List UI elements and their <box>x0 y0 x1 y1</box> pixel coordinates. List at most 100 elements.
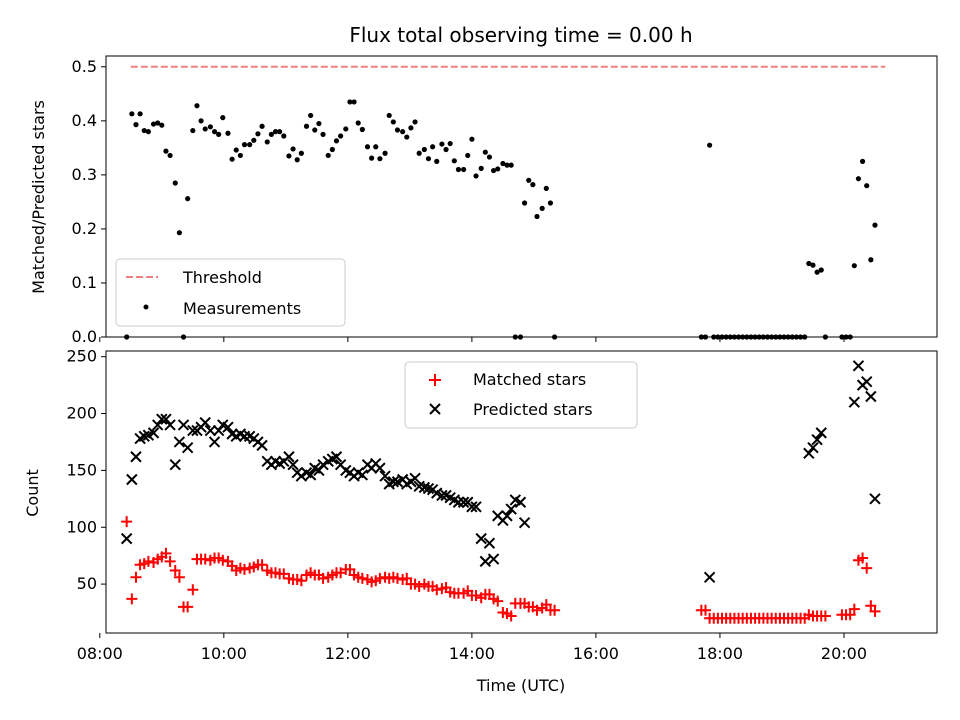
measurement-point <box>465 152 471 159</box>
matched-star-point <box>819 610 831 622</box>
count-y-axis-label: Count <box>23 469 42 517</box>
measurement-point <box>512 334 518 340</box>
measurements-legend-swatch <box>143 304 149 310</box>
predicted-star-point <box>374 462 386 474</box>
matched-star-point <box>199 553 211 565</box>
measurement-point <box>818 267 824 273</box>
measurement-point <box>864 183 870 189</box>
ratio-y-tick-label: 0.3 <box>72 165 97 184</box>
measurement-point <box>176 230 182 236</box>
matched-star-point <box>182 601 194 613</box>
measurement-point <box>530 182 536 188</box>
matched-star-point <box>121 516 133 528</box>
count-y-tick-label: 100 <box>66 517 97 536</box>
matched-star-point <box>492 595 504 607</box>
measurement-point <box>711 334 717 340</box>
count-legend-box <box>404 361 638 429</box>
measurement-point <box>277 129 283 135</box>
predicted-star-point <box>811 433 823 446</box>
count-y-tick-label: 50 <box>77 574 97 593</box>
predicted-star-point <box>861 375 873 388</box>
measurement-point <box>439 141 445 147</box>
count-x-tick-label: 12:00 <box>325 644 371 663</box>
matched-star-point <box>470 589 482 601</box>
measurement-point <box>225 130 231 136</box>
measurement-point <box>785 334 791 340</box>
predicted-star-point <box>204 424 217 437</box>
measurement-point <box>715 334 721 340</box>
matched-star-point <box>531 604 543 616</box>
measurement-point <box>702 334 709 340</box>
predicted-star-point <box>815 427 827 439</box>
matched-star-point <box>344 563 356 575</box>
measurement-point <box>408 125 414 131</box>
measurement-point <box>247 142 253 148</box>
predicted-star-point <box>803 447 815 460</box>
measurement-point <box>377 156 383 162</box>
predicted-star-point <box>238 430 251 442</box>
measurements-legend-label: Measurements <box>183 299 301 318</box>
predicted-star-point <box>436 489 448 502</box>
measurement-point <box>727 334 733 340</box>
measurement-point <box>167 152 173 159</box>
predicted-star-point <box>330 451 343 463</box>
measurement-point <box>141 127 147 134</box>
measurement-point <box>155 120 161 126</box>
measurement-point <box>847 334 853 340</box>
predicted-star-point <box>304 469 317 481</box>
measurement-point <box>298 150 304 156</box>
ratio-y-tick-label: 0.1 <box>72 273 97 292</box>
count-x-tick-label: 14:00 <box>449 644 495 663</box>
measurement-point <box>133 122 139 128</box>
measurement-point <box>517 334 524 340</box>
count-plot-frame <box>105 350 938 634</box>
matched-star-point <box>540 599 552 611</box>
matched-star-point <box>173 571 185 583</box>
predicted-star-point <box>120 532 133 545</box>
measurement-point <box>333 138 340 144</box>
predicted-star-point <box>487 553 500 565</box>
predicted-star-point <box>505 503 517 515</box>
measurement-point <box>760 334 766 340</box>
predicted-star-point <box>295 470 308 482</box>
matched-star-point <box>374 572 386 584</box>
measurement-point <box>522 200 528 206</box>
matched-star-point <box>861 562 873 574</box>
predicted-star-point <box>457 496 470 508</box>
measurement-point <box>412 119 418 125</box>
measurement-point <box>172 180 178 186</box>
predicted-star-point <box>470 501 482 513</box>
measurement-point <box>793 334 800 340</box>
predicted-star-point <box>156 413 168 425</box>
matched-star-point <box>699 604 711 616</box>
predicted-star-point <box>164 419 176 431</box>
measurement-point <box>343 126 349 132</box>
measurement-point <box>312 127 318 133</box>
measurement-point <box>220 115 226 121</box>
matched-star-point <box>169 564 181 576</box>
predicted-star-point <box>852 360 865 372</box>
measurement-point <box>868 257 874 263</box>
predicted-star-point <box>313 464 325 477</box>
predicted-star-point <box>466 501 478 513</box>
matched-star-point <box>413 580 425 592</box>
ratio-y-tick-label: 0.5 <box>72 57 97 76</box>
measurement-point <box>185 196 191 202</box>
measurement-point <box>251 137 257 143</box>
matched-stars-series <box>121 516 881 624</box>
ratio-legend: Threshold Measurements <box>115 258 346 327</box>
matched-star-point <box>505 610 517 622</box>
matched-legend-swatch <box>429 374 441 386</box>
measurement-point <box>508 162 514 168</box>
measurement-point <box>872 222 878 228</box>
measurement-point <box>744 334 750 340</box>
ratio-y-ticks: 0.0 0.1 0.2 0.3 0.4 0.5 <box>72 57 106 346</box>
predicted-star-point <box>356 469 369 481</box>
matched-star-point <box>295 575 307 587</box>
predicted-star-point <box>475 532 487 545</box>
measurement-point <box>290 146 296 152</box>
measurement-point <box>443 146 449 153</box>
ratio-y-tick-label: 0.0 <box>72 327 97 346</box>
ratio-y-axis-label: Matched/Predicted stars <box>29 100 48 294</box>
measurement-point <box>137 111 143 117</box>
